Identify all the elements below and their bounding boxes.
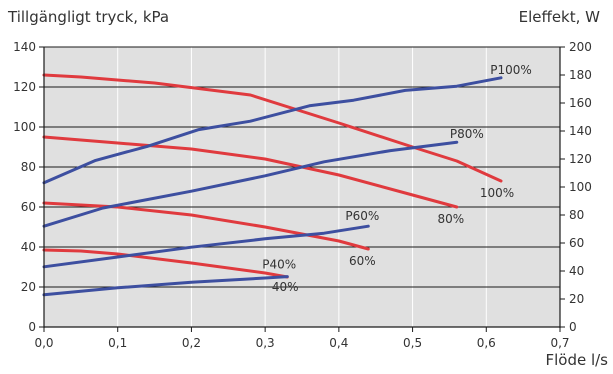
x-tick-labels: 0,0 0,1 0,2 0,3 0,4 0,5 0,6 0,7 [34,336,569,350]
y-right-tick-label: 180 [569,68,592,82]
y-right-tick-label: 80 [569,208,584,222]
y-right-tick-labels: 0 20 40 60 80 100 120 140 160 180 200 [569,40,592,334]
y-right-tick-label: 200 [569,40,592,54]
series-line-p80pct [42,140,459,228]
y-left-tick-label: 40 [21,240,36,254]
y-right-tick-label: 20 [569,292,584,306]
series-label-100pct: 100% [480,186,514,200]
x-tick-label: 0,6 [477,336,496,350]
series-label-p100pct: P100% [490,63,532,77]
y-right-tick-label: 0 [569,320,577,334]
y-left-tick-label: 100 [13,120,36,134]
series-line-p60pct [42,224,370,269]
series-line-80pct [42,135,459,209]
y-left-tick-label: 60 [21,200,36,214]
x-tick-label: 0,3 [256,336,275,350]
y-left-tick-label: 140 [13,40,36,54]
y-right-tick-label: 160 [569,96,592,110]
x-tick-label: 0,4 [329,336,348,350]
y-left-tick-label: 120 [13,80,36,94]
series-line-p40pct [42,275,289,297]
y-right-tick-label: 120 [569,152,592,166]
y-left-tick-label: 20 [21,280,36,294]
y-right-tick-label: 100 [569,180,592,194]
y-left-axis-title: Tillgängligt tryck, kPa [7,8,169,26]
y-right-tick-label: 140 [569,124,592,138]
y-left-tick-labels: 0 20 40 60 80 100 120 140 [13,40,36,334]
y-right-tick-label: 60 [569,236,584,250]
series-label-80pct: 80% [437,212,464,226]
y-right-axis-title: Eleffekt, W [519,8,601,26]
y-left-tick-label: 80 [21,160,36,174]
x-tick-label: 0,7 [550,336,569,350]
x-tick-label: 0,2 [182,336,201,350]
x-tick-label: 0,0 [34,336,53,350]
y-left-tick-label: 0 [28,320,36,334]
series-labels: 100% 80% 60% 40% P100% P80% P60% P40% [262,63,532,294]
axes [39,46,565,332]
series-lines [42,73,503,297]
y-right-tick-label: 40 [569,264,584,278]
series-label-p40pct: P40% [262,258,296,272]
x-tick-label: 0,1 [108,336,127,350]
plot-area [44,47,560,327]
series-label-40pct: 40% [272,280,299,294]
series-line-40pct [42,248,289,279]
series-label-p60pct: P60% [345,209,379,223]
series-label-p80pct: P80% [450,127,484,141]
x-axis-title: Flöde l/s [545,351,608,369]
series-line-p100pct [42,76,503,185]
series-label-60pct: 60% [349,254,376,268]
x-tick-label: 0,5 [403,336,422,350]
